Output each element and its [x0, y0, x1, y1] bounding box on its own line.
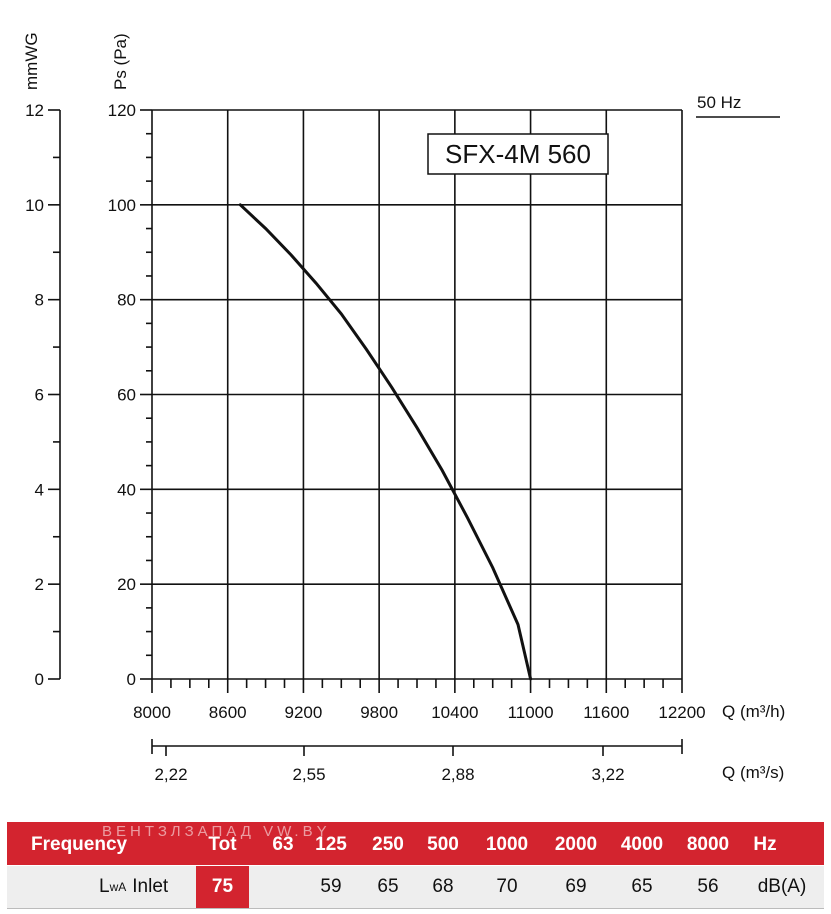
x-tick-label: 12200 [658, 703, 705, 722]
x-tick-label: 9200 [285, 703, 323, 722]
band-63-header: 63 [272, 833, 294, 855]
frequency-header-row: Frequency ВЕНТЗЛЗАПАД VW.BY Tot 63 125 2… [7, 822, 824, 865]
axes [48, 109, 683, 756]
x2-tick-label: 3,22 [591, 765, 624, 784]
band-1000-value: 70 [496, 876, 518, 897]
band-500-header: 500 [427, 833, 459, 855]
inlet-values-overlay: 75 59 65 68 70 69 65 56 dB(A) [7, 866, 824, 908]
pa-tick-label: 20 [117, 575, 136, 594]
band-2000-header: 2000 [554, 833, 598, 855]
band-125-value: 59 [320, 876, 342, 897]
mmwg-tick-label: 12 [25, 101, 44, 120]
x2-tick-label: 2,55 [292, 765, 325, 784]
mmwg-tick-label: 2 [35, 575, 44, 594]
x-axis-title: Q (m³/h) [722, 702, 785, 721]
frequency-label: Frequency [31, 833, 128, 855]
inlet-label: Inlet [132, 876, 169, 897]
band-250-header: 250 [372, 833, 404, 855]
band-4000-value: 65 [631, 876, 653, 897]
mmwg-tick-label: 6 [35, 386, 44, 405]
mmwg-axis-title: mmWG [22, 32, 41, 90]
x-tick-label: 11000 [508, 703, 554, 722]
lwa-subscript: wA [109, 880, 127, 894]
band-8000-value: 56 [697, 876, 719, 897]
x-tick-label: 8000 [133, 703, 171, 722]
performance-curve [238, 203, 533, 681]
pa-tick-label: 40 [117, 480, 136, 499]
frequency-label: 50 Hz [697, 93, 741, 112]
band-125-header: 125 [315, 833, 347, 855]
mmwg-tick-label: 0 [35, 670, 44, 689]
x2-tick-label: 2,88 [441, 765, 474, 784]
pa-tick-label: 120 [108, 101, 136, 120]
watermark: ВЕНТЗЛЗАПАД VW.BY [102, 823, 331, 840]
tot-value-box [196, 866, 249, 908]
pa-tick-label: 80 [117, 291, 136, 310]
x-tick-label: 11600 [583, 703, 629, 722]
hz-header: Hz [753, 833, 777, 855]
tot-value: 75 [211, 876, 234, 897]
pa-axis-title: Ps (Pa) [111, 33, 130, 90]
x-tick-label: 9800 [360, 703, 398, 722]
x2-tick-label: 2,22 [154, 765, 187, 784]
model-label: SFX-4M 560 [445, 139, 591, 169]
x-tick-label: 10400 [431, 703, 478, 722]
pa-tick-label: 100 [108, 196, 136, 215]
sound-power-table: Frequency ВЕНТЗЛЗАПАД VW.BY Tot 63 125 2… [7, 822, 824, 909]
band-500-value: 68 [432, 876, 454, 897]
band-8000-header: 8000 [686, 833, 730, 855]
band-2000-value: 69 [565, 876, 587, 897]
mmwg-tick-label: 4 [35, 480, 44, 499]
band-4000-header: 4000 [620, 833, 664, 855]
band-250-value: 65 [377, 876, 399, 897]
model-label-box [427, 133, 609, 175]
lwa-symbol: L [99, 876, 110, 897]
mmwg-tick-label: 8 [35, 291, 44, 310]
tot-header: Tot [208, 833, 237, 855]
band-1000-header: 1000 [485, 833, 529, 855]
grid-lines [151, 109, 683, 680]
mmwg-tick-label: 10 [25, 196, 44, 215]
pa-tick-label: 60 [117, 386, 136, 405]
unit-label: dB(A) [757, 876, 807, 897]
pa-tick-label: 0 [127, 670, 136, 689]
x-tick-label: 8600 [209, 703, 247, 722]
x2-axis-title: Q (m³/s) [722, 763, 784, 782]
